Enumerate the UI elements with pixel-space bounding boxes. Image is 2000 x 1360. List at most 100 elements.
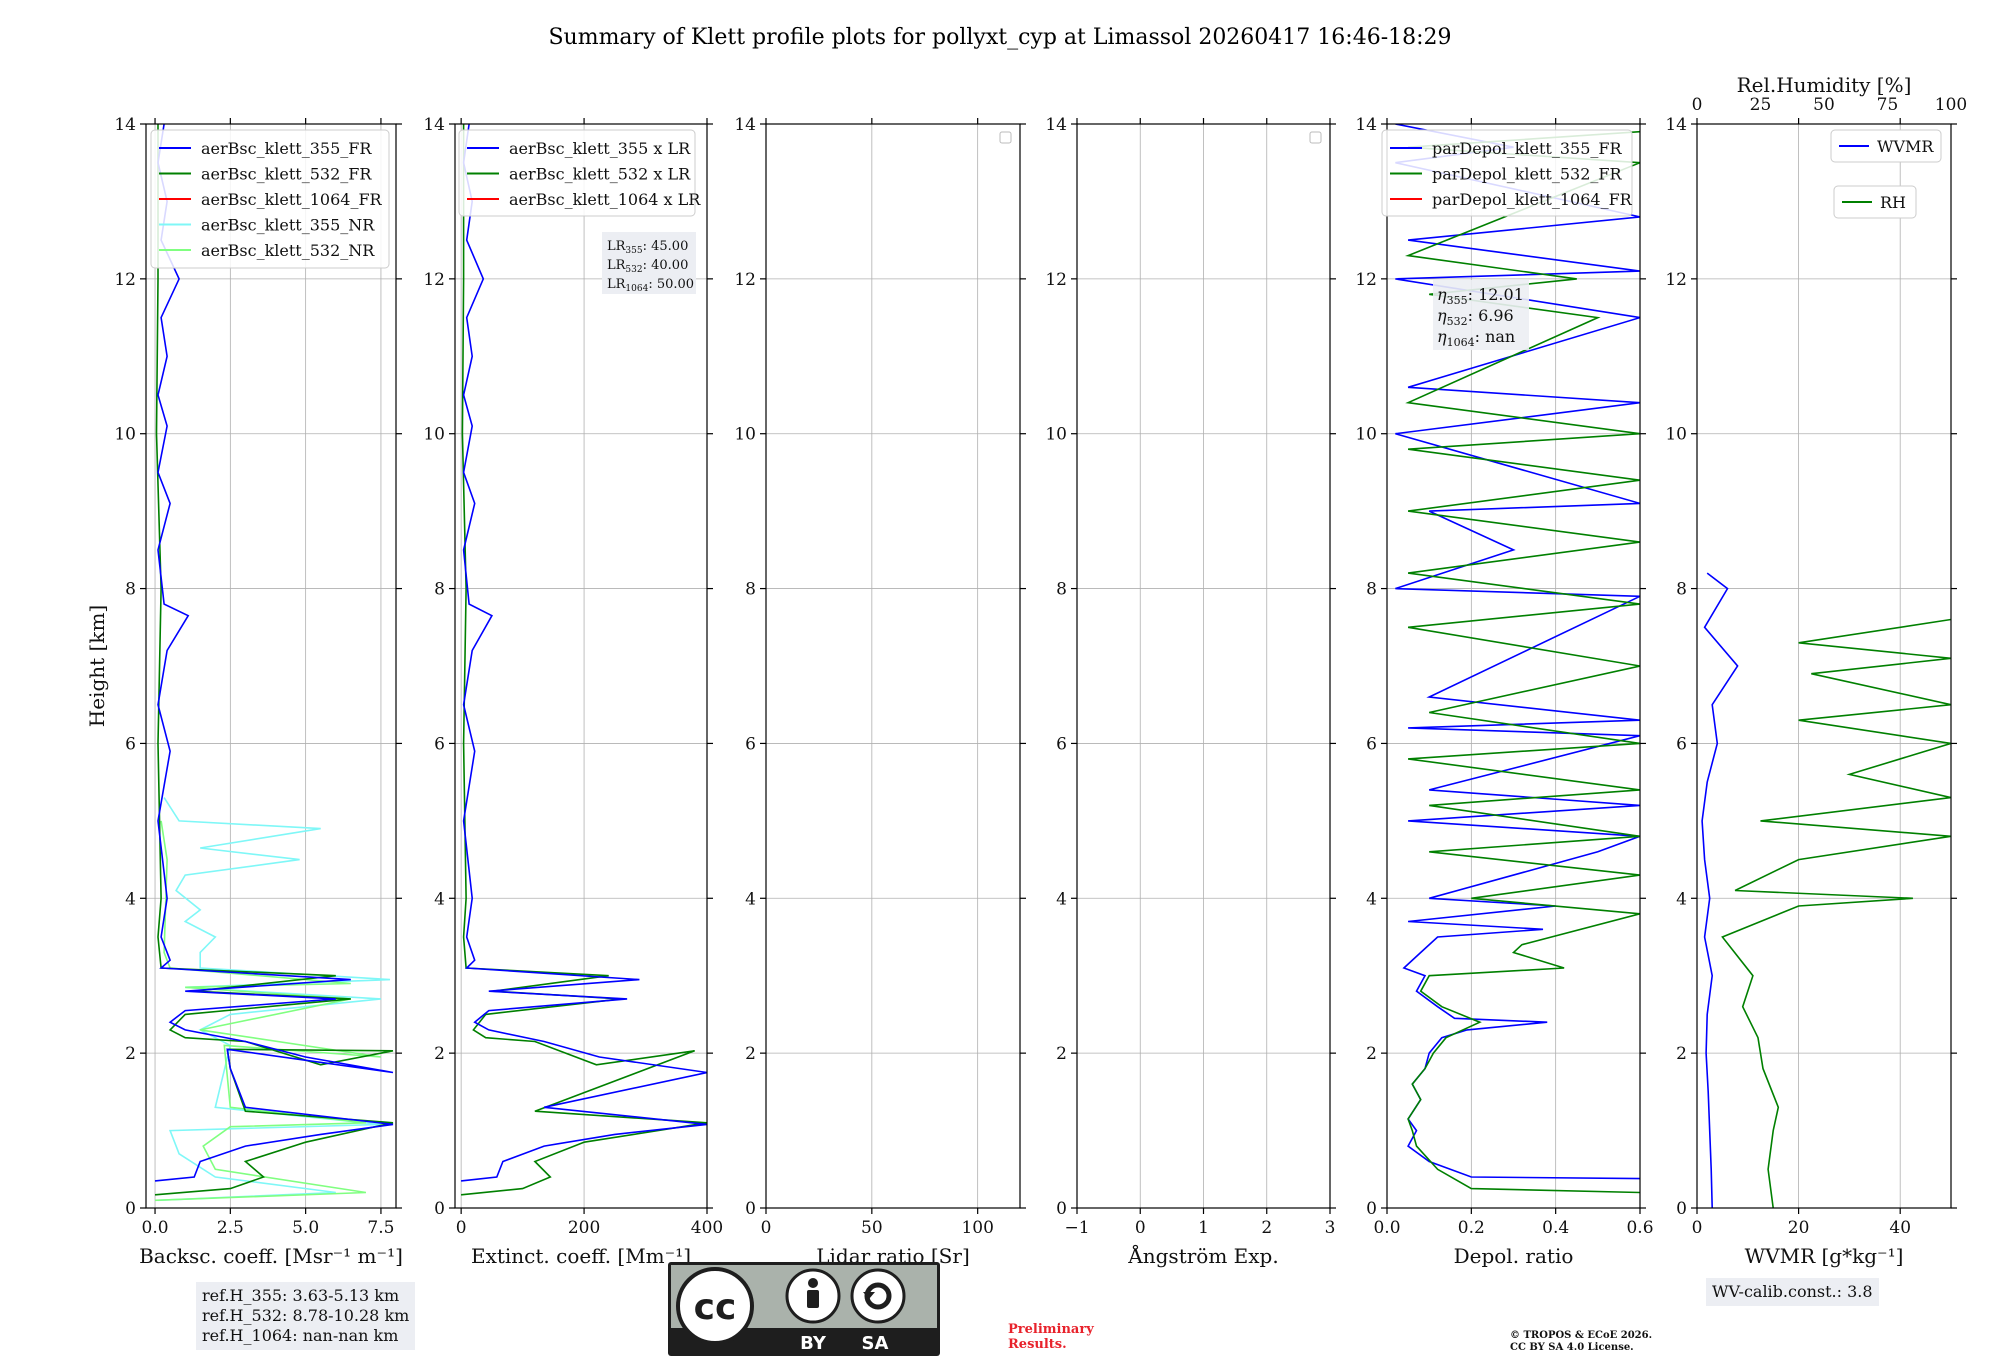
y-tick-label: 0 xyxy=(745,1199,756,1219)
y-tick-label: 10 xyxy=(1665,425,1687,445)
x-tick-label: 50 xyxy=(861,1218,883,1238)
series-line-RH xyxy=(1721,618,1951,1208)
series-line-aerBsc_klett_355_FR xyxy=(154,124,394,1182)
badge-by-text: BY xyxy=(800,1333,827,1354)
copyright-notice: © TROPOS & ECoE 2026. CC BY SA 4.0 Licen… xyxy=(1510,1330,1652,1354)
reference-height-note: ref.H_355: 3.63-5.13 km ref.H_532: 8.78-… xyxy=(196,1282,416,1350)
panel-depol: 0.0 0.2 0.4 0.6 0 2 4 6 8 10 12 14 Depol. ratio parDe… xyxy=(1355,115,1653,1268)
legend-entry: aerBsc_klett_532_NR xyxy=(201,241,375,260)
y-tick-label: 0 xyxy=(1056,1199,1067,1219)
legend-box xyxy=(1833,185,1917,219)
x-tick-label: 5.0 xyxy=(292,1218,319,1238)
legend-entry: WVMR xyxy=(1877,137,1934,156)
lr-value: LR1064: 50.00 xyxy=(607,277,694,294)
y-tick-label: 8 xyxy=(1366,580,1377,600)
series-line-aerBsc_klett_532_FR xyxy=(154,124,394,1196)
lidar-ratio-note: LR355: 45.00 LR532: 40.00 LR1064: 50.00 xyxy=(602,232,696,294)
legend: parDepol_klett_355_FR parDepol_klett_532_… xyxy=(1381,129,1633,217)
x-axis-label: Backsc. coeff. [Msr⁻¹ m⁻¹] xyxy=(139,1244,403,1268)
panel-bsc: 0.0 2.5 5.0 7.5 0 2 4 6 8 10 12 14 Backsc. coeff. [M… xyxy=(85,115,403,1268)
y-tick-label: 10 xyxy=(1045,425,1067,445)
y-tick-label: 4 xyxy=(1366,889,1377,909)
y-tick-label: 6 xyxy=(745,734,756,754)
figure-title: Summary of Klett profile plots for polly… xyxy=(548,25,1451,50)
y-tick-label: 2 xyxy=(434,1044,445,1064)
x-tick-label: 100 xyxy=(961,1218,993,1238)
x-tick-label: 0.0 xyxy=(142,1218,169,1238)
y-tick-label: 8 xyxy=(1056,580,1067,600)
legend-entry: parDepol_klett_532_FR xyxy=(1432,165,1623,184)
panel-ext: 0 200 400 0 2 4 6 8 10 12 14 Extinct. coeff. [Mm⁻¹]… xyxy=(423,115,723,1268)
cc-logo-icon xyxy=(676,1267,754,1345)
x-tick-label: 1 xyxy=(1198,1218,1209,1238)
y-tick-label: 4 xyxy=(1676,889,1687,909)
y-tick-label: 2 xyxy=(1056,1044,1067,1064)
series-line-aerBsc_klett_355 x LR xyxy=(461,124,707,1182)
wv-calibration-note: WV-calib.const.: 3.8 xyxy=(1706,1278,1879,1306)
legend-entry: aerBsc_klett_532_FR xyxy=(201,165,372,184)
y-tick-label: 14 xyxy=(1355,115,1377,135)
legend-entry: aerBsc_klett_532 x LR xyxy=(509,165,691,184)
legend-entry: aerBsc_klett_355_FR xyxy=(201,139,372,158)
panel-wv: 0 20 40 0 2 4 6 8 10 12 14 WVMR [g*kg⁻¹] 0 25 50 75 100 R… xyxy=(1665,73,1967,1268)
legend-entry: RH xyxy=(1880,193,1906,212)
y-tick-label: 4 xyxy=(434,889,445,909)
y-tick-label: 10 xyxy=(734,425,756,445)
series-line-aerBsc_klett_532 x LR xyxy=(461,124,707,1196)
plot-frame xyxy=(765,123,1021,1209)
series-line-aerBsc_klett_355_NR xyxy=(157,797,391,1202)
cc-logo-text: cc xyxy=(694,1287,737,1328)
y-tick-label: 4 xyxy=(125,889,136,909)
legend-wvmr: WVMR xyxy=(1830,129,1942,163)
y-tick-label: 6 xyxy=(125,734,136,754)
copyright-line-1: © TROPOS & ECoE 2026. xyxy=(1510,1330,1653,1341)
y-tick-label: 14 xyxy=(734,115,756,135)
legend-entry: aerBsc_klett_355_NR xyxy=(201,216,375,235)
ref-h-355: ref.H_355: 3.63-5.13 km xyxy=(202,1286,400,1305)
x-tick-label: 0 xyxy=(761,1218,772,1238)
y-tick-label: 6 xyxy=(434,734,445,754)
top-tick-label: 50 xyxy=(1813,95,1835,115)
y-tick-label: 0 xyxy=(125,1199,136,1219)
legend-rh: RH xyxy=(1833,185,1917,219)
x-tick-label: 0.4 xyxy=(1542,1218,1569,1238)
y-tick-label: 0 xyxy=(434,1199,445,1219)
legend-box xyxy=(1830,129,1942,163)
x-tick-label: −1 xyxy=(1064,1218,1089,1238)
cc-by-sa-badge: cc BY SA xyxy=(668,1262,940,1356)
eta-value: η1064: nan xyxy=(1437,327,1515,349)
preliminary-line-2: Results. xyxy=(1008,1337,1067,1352)
y-tick-label: 14 xyxy=(423,115,445,135)
y-tick-label: 12 xyxy=(114,270,136,290)
x-axis-label: Depol. ratio xyxy=(1454,1244,1574,1268)
x-axis-label: Ångström Exp. xyxy=(1127,1243,1278,1268)
y-tick-label: 8 xyxy=(125,580,136,600)
badge-sa-text: SA xyxy=(862,1333,889,1354)
plot-frame xyxy=(454,123,708,1209)
y-tick-label: 10 xyxy=(114,425,136,445)
x-axis-label: WVMR [g*kg⁻¹] xyxy=(1745,1244,1904,1268)
ref-h-1064: ref.H_1064: nan-nan km xyxy=(202,1326,399,1345)
legend: aerBsc_klett_355 x LR aerBsc_klett_532 x … xyxy=(458,129,701,217)
series-line-parDepol_klett_532_FR xyxy=(1405,130,1640,1194)
series-group xyxy=(1395,124,1640,1194)
y-tick-label: 2 xyxy=(745,1044,756,1064)
y-tick-label: 10 xyxy=(1355,425,1377,445)
y-tick-label: 8 xyxy=(745,580,756,600)
x-tick-label: 0 xyxy=(1692,1218,1703,1238)
note-box xyxy=(1433,280,1529,350)
empty-legend-box xyxy=(999,131,1012,144)
note-box xyxy=(602,232,696,294)
x-tick-label: 0 xyxy=(456,1218,467,1238)
legend-entry: aerBsc_klett_1064 x LR xyxy=(509,190,701,209)
sa-share-icon xyxy=(850,1268,906,1324)
y-tick-label: 0 xyxy=(1366,1199,1377,1219)
y-tick-label: 8 xyxy=(434,580,445,600)
top-tick-label: 100 xyxy=(1935,95,1967,115)
y-tick-label: 12 xyxy=(1665,270,1687,290)
